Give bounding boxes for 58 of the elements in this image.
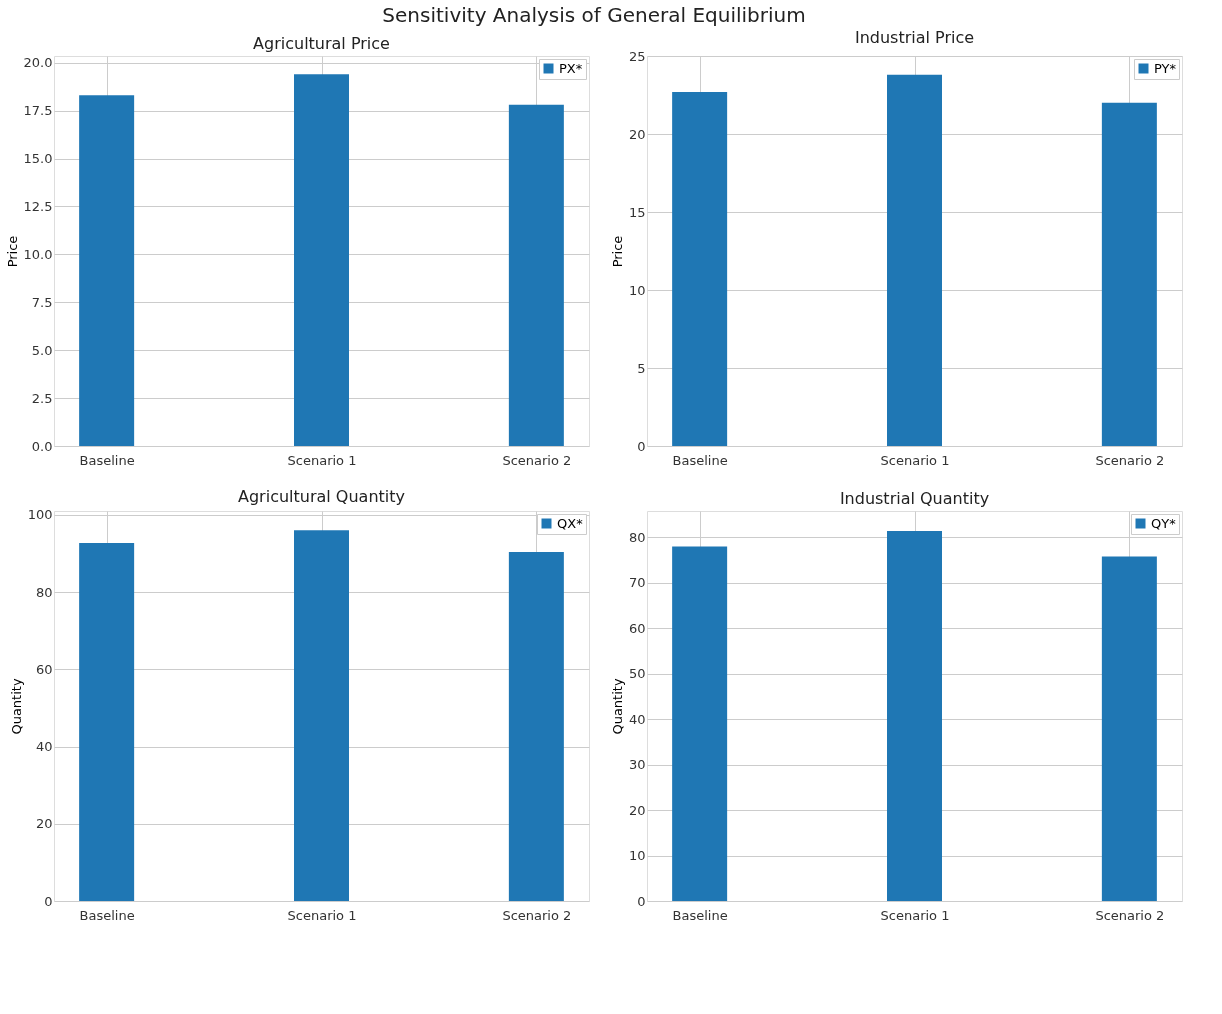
y-tick-label: 100 bbox=[27, 507, 53, 523]
y-tick-label: 25 bbox=[628, 48, 646, 64]
y-tick-label: 0 bbox=[44, 893, 53, 909]
y-tick-label: 0.0 bbox=[31, 438, 53, 454]
y-tick-label: 10.0 bbox=[23, 246, 53, 262]
y-tick-label: 40 bbox=[628, 711, 646, 727]
bar bbox=[672, 91, 728, 446]
y-tick-label: 60 bbox=[35, 661, 53, 677]
y-axis-title: Quantity bbox=[8, 678, 24, 735]
y-tick-label: 80 bbox=[35, 584, 53, 600]
x-tick-label: Baseline bbox=[79, 907, 135, 923]
y-axis-title: Quantity bbox=[609, 678, 625, 735]
y-tick-label: 20.0 bbox=[23, 55, 53, 71]
y-tick-label: 0 bbox=[637, 438, 646, 454]
y-tick-label: 80 bbox=[628, 529, 646, 545]
y-tick-label: 40 bbox=[35, 739, 53, 755]
y-tick-label: 15.0 bbox=[23, 151, 53, 167]
y-axis-title: Price bbox=[4, 235, 20, 268]
x-tick-label: Scenario 1 bbox=[880, 907, 950, 923]
y-tick-label: 60 bbox=[628, 620, 646, 636]
chart-title: Agricultural Quantity bbox=[238, 486, 405, 506]
y-tick-label: 50 bbox=[628, 666, 646, 682]
y-tick-label: 15 bbox=[628, 204, 646, 220]
legend-label: PY* bbox=[1154, 60, 1177, 76]
y-tick-label: 20 bbox=[628, 126, 646, 142]
y-tick-label: 5.0 bbox=[31, 342, 53, 358]
x-tick-label: Baseline bbox=[672, 452, 728, 468]
y-tick-label: 2.5 bbox=[31, 390, 53, 406]
x-tick-label: Scenario 1 bbox=[880, 452, 950, 468]
x-tick-label: Scenario 2 bbox=[502, 452, 572, 468]
y-tick-label: 12.5 bbox=[23, 198, 53, 214]
chart-title: Industrial Quantity bbox=[839, 489, 990, 508]
text: Sensitivity Analysis of General Equilibrium bbox=[382, 2, 806, 27]
x-tick-label: Scenario 1 bbox=[287, 907, 357, 923]
chart-title: Industrial Price bbox=[854, 28, 975, 47]
y-tick-label: 10 bbox=[628, 282, 646, 298]
y-tick-label: 10 bbox=[628, 848, 646, 864]
x-tick-label: Scenario 2 bbox=[502, 907, 572, 923]
bar bbox=[1101, 102, 1157, 446]
y-tick-label: 5 bbox=[637, 360, 646, 376]
y-tick-label: 20 bbox=[628, 802, 646, 818]
x-tick-label: Baseline bbox=[672, 907, 728, 923]
x-tick-label: Scenario 1 bbox=[287, 452, 357, 468]
legend-label: QY* bbox=[1151, 515, 1177, 531]
y-tick-label: 17.5 bbox=[23, 103, 53, 119]
chart-title: Agricultural Price bbox=[253, 34, 390, 53]
y-tick-label: 70 bbox=[628, 575, 646, 591]
y-axis-title: Price bbox=[609, 235, 625, 268]
y-tick-label: 20 bbox=[35, 816, 53, 832]
legend-label: QX* bbox=[557, 515, 584, 531]
x-tick-label: Scenario 2 bbox=[1095, 452, 1165, 468]
legend-label: PX* bbox=[559, 60, 583, 76]
y-tick-label: 0 bbox=[637, 893, 646, 909]
bar bbox=[887, 74, 942, 446]
y-tick-label: 30 bbox=[628, 757, 646, 773]
y-tick-label: 7.5 bbox=[31, 294, 53, 310]
x-tick-label: Baseline bbox=[79, 452, 135, 468]
x-tick-label: Scenario 2 bbox=[1095, 907, 1165, 923]
